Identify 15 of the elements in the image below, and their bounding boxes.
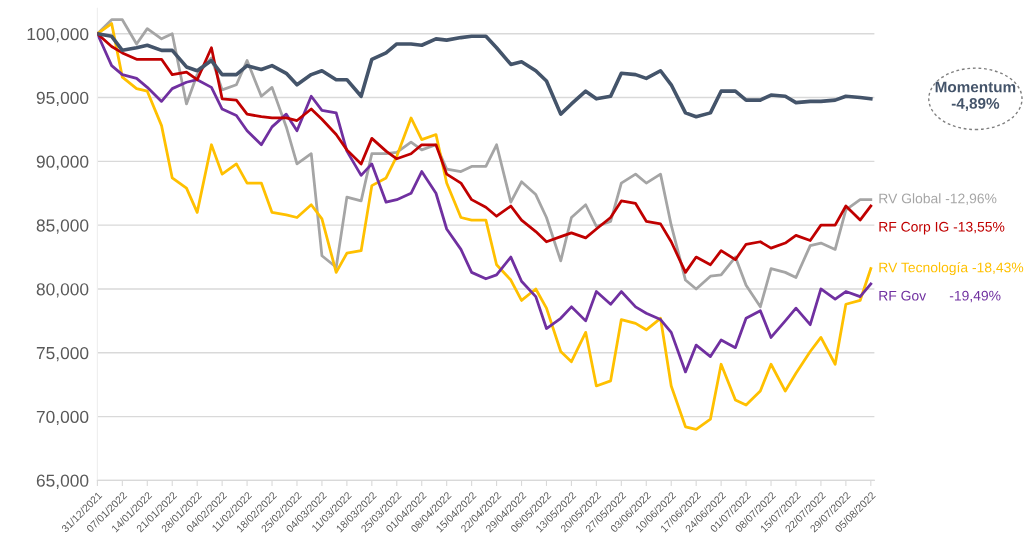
series-label: RF Gov -19,49%: [879, 290, 1001, 303]
y-tick-label: 65,000: [36, 474, 89, 489]
line-series: [97, 31, 873, 119]
y-tick-label: 80,000: [36, 283, 89, 298]
line-series: [97, 22, 873, 431]
y-tick-label: 90,000: [36, 155, 89, 170]
series-label: RV Global -12,96%: [879, 193, 997, 206]
series-label: RF Corp IG -13,55%: [879, 221, 1005, 235]
y-tick-label: 70,000: [36, 410, 89, 426]
y-tick-label: 75,000: [36, 346, 89, 362]
y-tick-label: 100,000: [27, 27, 89, 43]
y-tick-label: 95,000: [36, 91, 89, 107]
y-tick-label: 85,000: [36, 219, 89, 234]
series-label: RV Tecnología -18,43%: [879, 262, 1024, 276]
text: Momentum -4,89%: [935, 81, 1016, 112]
